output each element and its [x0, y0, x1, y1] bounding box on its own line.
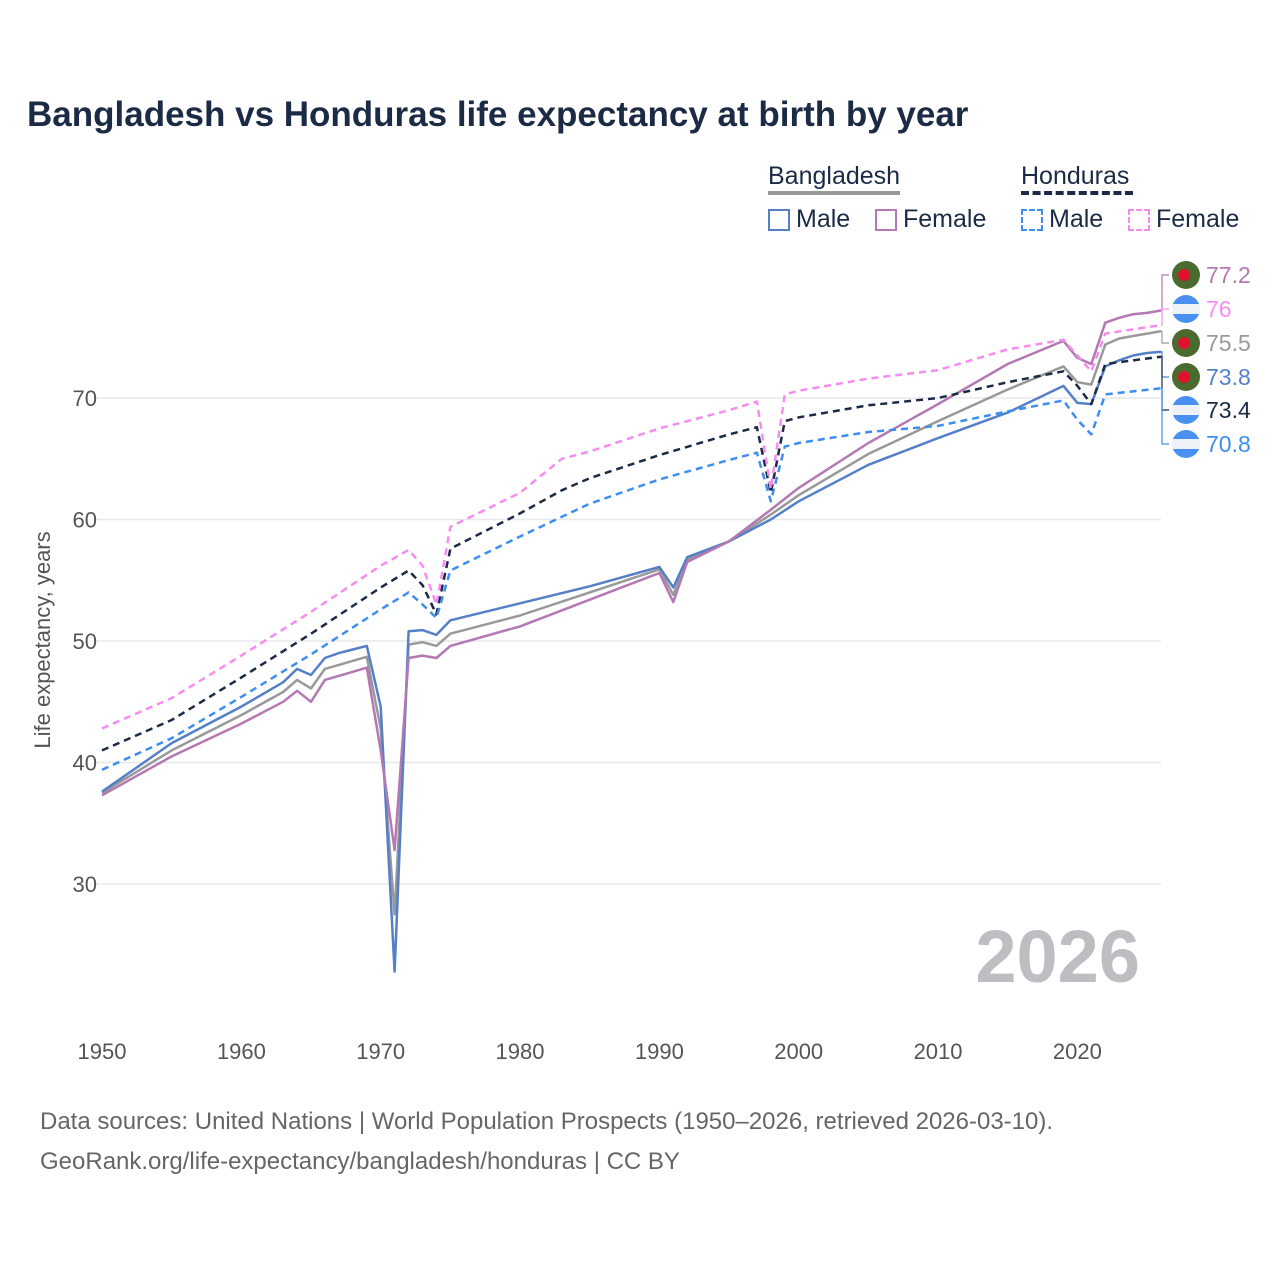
legend-honduras-line	[1021, 191, 1133, 195]
honduras-flag-stripe	[1172, 439, 1200, 449]
source-line-1: Data sources: United Nations | World Pop…	[40, 1108, 1054, 1135]
series-bangladesh-total	[101, 329, 1162, 916]
y-tick-label: 40	[73, 751, 97, 776]
legend-swatch	[875, 208, 897, 231]
end-value-label: 75.5	[1206, 330, 1251, 356]
end-label-connector	[1161, 330, 1169, 344]
honduras-flag-stripe	[1172, 405, 1200, 415]
legend-label: Female	[903, 205, 987, 233]
y-tick-label: 50	[73, 629, 97, 654]
x-tick-label: 1950	[78, 1039, 127, 1064]
y-tick-label: 70	[73, 386, 97, 411]
legend-bangladesh-female[interactable]: Female	[875, 205, 986, 234]
y-tick-label: 60	[73, 508, 97, 533]
legend-swatch	[768, 208, 790, 231]
series-bangladesh-male	[101, 350, 1162, 973]
source-line-2[interactable]: GeoRank.org/life-expectancy/bangladesh/h…	[40, 1148, 680, 1175]
honduras-flag-stripe	[1172, 304, 1200, 314]
y-tick-label: 30	[73, 872, 97, 897]
legend-swatch	[1021, 208, 1043, 231]
end-value-label: 70.8	[1206, 431, 1251, 457]
legend-bangladesh-male[interactable]: Male	[768, 205, 850, 234]
end-value-label: 77.2	[1206, 262, 1251, 288]
y-axis-label: Life expectancy, years	[30, 531, 55, 748]
bangladesh-flag-disc	[1178, 337, 1190, 349]
end-label-connector	[1161, 308, 1169, 326]
x-tick-label: 1980	[496, 1039, 545, 1064]
end-label-connector	[1161, 274, 1169, 312]
bangladesh-flag-disc	[1178, 269, 1190, 281]
legend-bangladesh-line	[768, 191, 900, 195]
legend-honduras-male[interactable]: Male	[1021, 205, 1103, 234]
x-tick-label: 2020	[1053, 1039, 1102, 1064]
end-label-connector	[1161, 387, 1169, 445]
x-tick-label: 1970	[356, 1039, 405, 1064]
legend-label: Male	[796, 205, 851, 233]
end-label-connector	[1161, 356, 1169, 411]
end-value-label: 73.8	[1206, 364, 1251, 390]
series-honduras-total	[101, 355, 1162, 752]
end-value-label: 73.4	[1206, 397, 1251, 423]
x-tick-label: 1990	[635, 1039, 684, 1064]
legend-label: Male	[1049, 205, 1104, 233]
end-value-label: 76	[1206, 296, 1232, 322]
legend-label: Female	[1156, 205, 1240, 233]
legend-bangladesh-label: Bangladesh	[768, 162, 901, 190]
x-tick-label: 1960	[217, 1039, 266, 1064]
legend-honduras-female[interactable]: Female	[1128, 205, 1239, 234]
x-tick-label: 2010	[914, 1039, 963, 1064]
series-bangladesh-female	[101, 309, 1162, 852]
bangladesh-flag-disc	[1178, 371, 1190, 383]
legend-honduras-label: Honduras	[1021, 162, 1130, 190]
year-watermark: 2026	[975, 915, 1140, 998]
legend-swatch	[1128, 208, 1150, 231]
x-tick-label: 2000	[774, 1039, 823, 1064]
series-honduras-female	[101, 323, 1162, 730]
chart-title: Bangladesh vs Honduras life expectancy a…	[27, 95, 969, 134]
